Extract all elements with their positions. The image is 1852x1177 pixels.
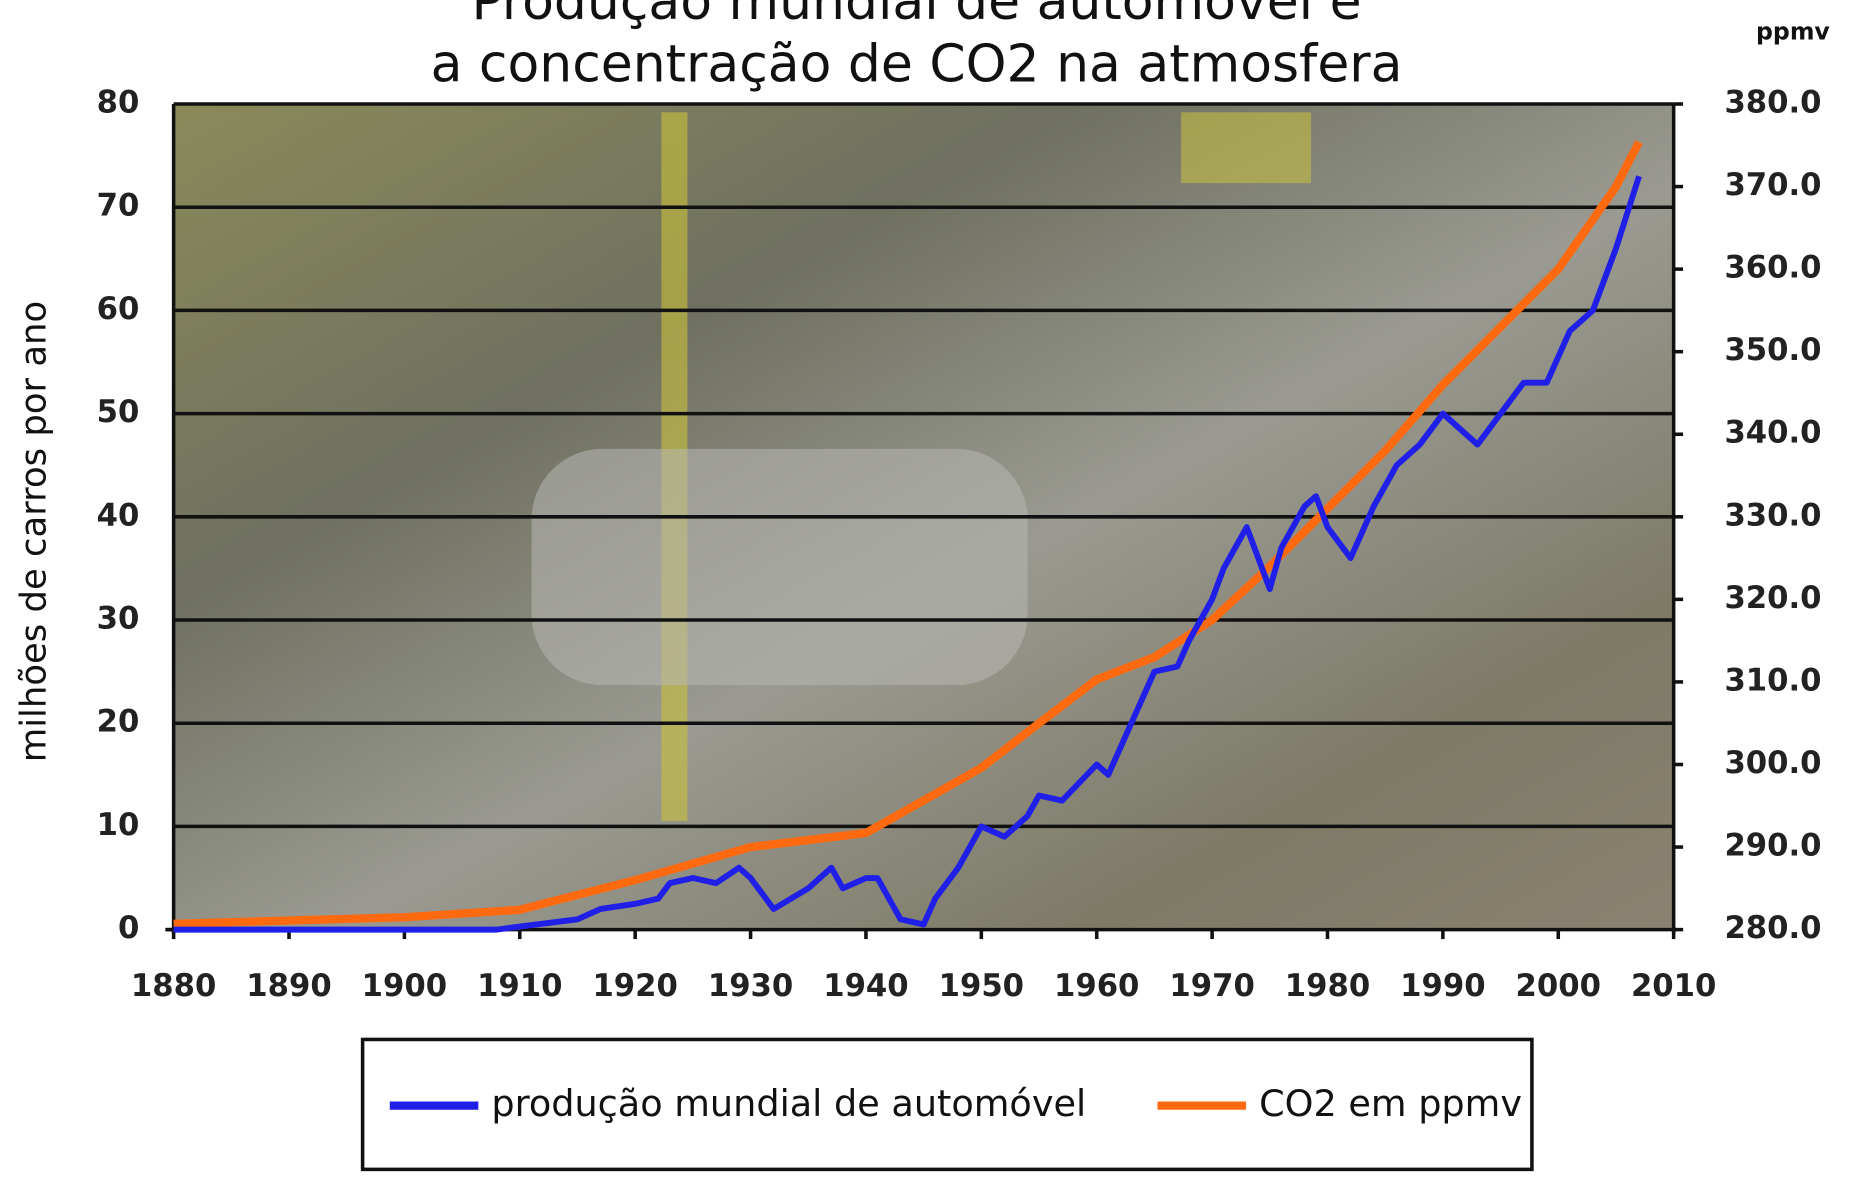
x-tick-label: 1920	[592, 969, 677, 1004]
chart-title: Produção mundial de automóvel e	[472, 0, 1362, 32]
x-tick-label: 1960	[1054, 969, 1139, 1004]
x-tick-label: 2000	[1516, 969, 1601, 1004]
y-axis-label: milhões de carros por ano	[13, 301, 54, 762]
x-tick-label: 1890	[246, 969, 331, 1004]
background-shape	[532, 449, 1028, 685]
y2-tick-label: 350.0	[1724, 333, 1821, 368]
y2-tick-label: 290.0	[1724, 829, 1821, 864]
background-shape	[1181, 112, 1311, 183]
y-tick-label: 60	[97, 292, 140, 327]
y2-tick-label: 330.0	[1724, 498, 1821, 533]
y2-tick-label: 380.0	[1724, 86, 1821, 121]
x-tick-label: 1880	[131, 969, 216, 1004]
x-tick-label: 1900	[362, 969, 447, 1004]
y2-tick-label: 340.0	[1724, 416, 1821, 451]
x-tick-label: 1970	[1169, 969, 1254, 1004]
y-tick-label: 10	[97, 808, 140, 843]
x-tick-label: 1950	[939, 969, 1024, 1004]
x-tick-label: 1980	[1285, 969, 1370, 1004]
y-tick-label: 50	[97, 395, 140, 430]
y-tick-label: 40	[97, 498, 140, 533]
y-tick-label: 20	[97, 705, 140, 740]
y2-tick-label: 310.0	[1724, 663, 1821, 698]
y2-axis-label: ppmv	[1756, 18, 1830, 46]
legend-label: produção mundial de automóvel	[491, 1082, 1086, 1125]
y2-tick-label: 280.0	[1724, 911, 1821, 946]
x-tick-label: 1990	[1400, 969, 1485, 1004]
y2-tick-label: 370.0	[1724, 168, 1821, 203]
x-tick-label: 1940	[823, 969, 908, 1004]
legend-label: CO2 em ppmv	[1259, 1082, 1522, 1125]
y2-tick-label: 300.0	[1724, 746, 1821, 781]
y-tick-label: 70	[97, 189, 140, 224]
y-tick-label: 0	[118, 911, 139, 946]
y-tick-label: 80	[97, 86, 140, 121]
chart-title: a concentração de CO2 na atmosfera	[431, 34, 1403, 94]
x-tick-label: 2010	[1631, 969, 1716, 1004]
x-tick-label: 1930	[708, 969, 793, 1004]
y2-tick-label: 320.0	[1724, 581, 1821, 616]
y2-tick-label: 360.0	[1724, 251, 1821, 286]
chart: Produção mundial de automóvel e a concen…	[0, 0, 1852, 1173]
y-tick-label: 30	[97, 602, 140, 637]
x-tick-label: 1910	[477, 969, 562, 1004]
